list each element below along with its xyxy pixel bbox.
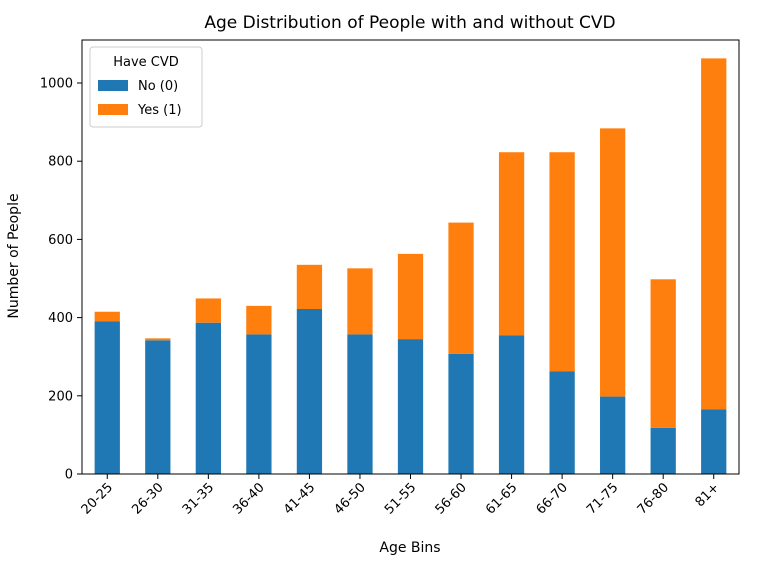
bar-no-81+	[701, 409, 727, 474]
x-tick-label: 41-45	[281, 480, 318, 517]
bar-no-46-50	[347, 334, 373, 474]
chart-title: Age Distribution of People with and with…	[204, 13, 615, 33]
bar-no-61-65	[498, 335, 525, 474]
bar-yes-46-50	[347, 268, 373, 335]
y-tick-label: 400	[48, 311, 73, 326]
bar-yes-81+	[701, 58, 727, 410]
bar-no-20-25	[94, 321, 120, 474]
bar-yes-36-40	[246, 305, 272, 335]
bar-yes-20-25	[94, 311, 120, 322]
bar-no-56-60	[448, 353, 474, 474]
bar-yes-26-30	[145, 338, 171, 341]
y-axis-label: Number of People	[6, 193, 22, 318]
x-tick-label: 76-80	[635, 480, 672, 517]
bar-yes-51-55	[397, 253, 424, 340]
bar-yes-56-60	[448, 222, 474, 354]
legend-label-no: No (0)	[138, 79, 178, 94]
bar-yes-76-80	[650, 279, 676, 428]
legend-swatch-yes	[98, 104, 128, 115]
x-tick-label: 26-30	[129, 480, 166, 517]
bar-yes-61-65	[498, 152, 525, 336]
x-axis-label: Age Bins	[379, 540, 440, 556]
x-tick-label: 61-65	[483, 480, 520, 517]
x-tick-label: 36-40	[230, 480, 267, 517]
bar-no-71-75	[600, 396, 626, 474]
bar-yes-31-35	[195, 298, 221, 323]
x-tick-label: 51-55	[382, 480, 419, 517]
bar-no-76-80	[650, 427, 676, 474]
x-tick-label: 66-70	[534, 480, 571, 517]
bar-no-51-55	[397, 339, 424, 474]
y-tick-label: 600	[48, 233, 73, 248]
y-tick-label: 1000	[40, 77, 73, 92]
bar-yes-41-45	[296, 264, 323, 309]
bar-no-36-40	[246, 334, 272, 474]
x-tick-label: 81+	[693, 480, 723, 510]
legend-title: Have CVD	[113, 55, 179, 70]
y-tick-label: 800	[48, 155, 73, 170]
bar-yes-71-75	[600, 128, 626, 397]
legend: Have CVD No (0) Yes (1)	[89, 46, 203, 128]
bar-yes-66-70	[549, 152, 575, 372]
x-tick-label: 46-50	[331, 480, 368, 517]
x-tick-label: 31-35	[180, 480, 217, 517]
y-tick-label: 200	[48, 389, 73, 404]
bar-no-41-45	[296, 309, 323, 474]
bar-no-31-35	[195, 322, 221, 474]
bar-no-26-30	[145, 340, 171, 474]
x-tick-label: 56-60	[433, 480, 470, 517]
legend-label-yes: Yes (1)	[137, 103, 182, 118]
legend-swatch-no	[98, 80, 128, 91]
bar-no-66-70	[549, 371, 575, 474]
x-tick-label: 20-25	[79, 480, 116, 517]
y-tick-label: 0	[65, 468, 73, 483]
x-tick-label: 71-75	[584, 480, 621, 517]
